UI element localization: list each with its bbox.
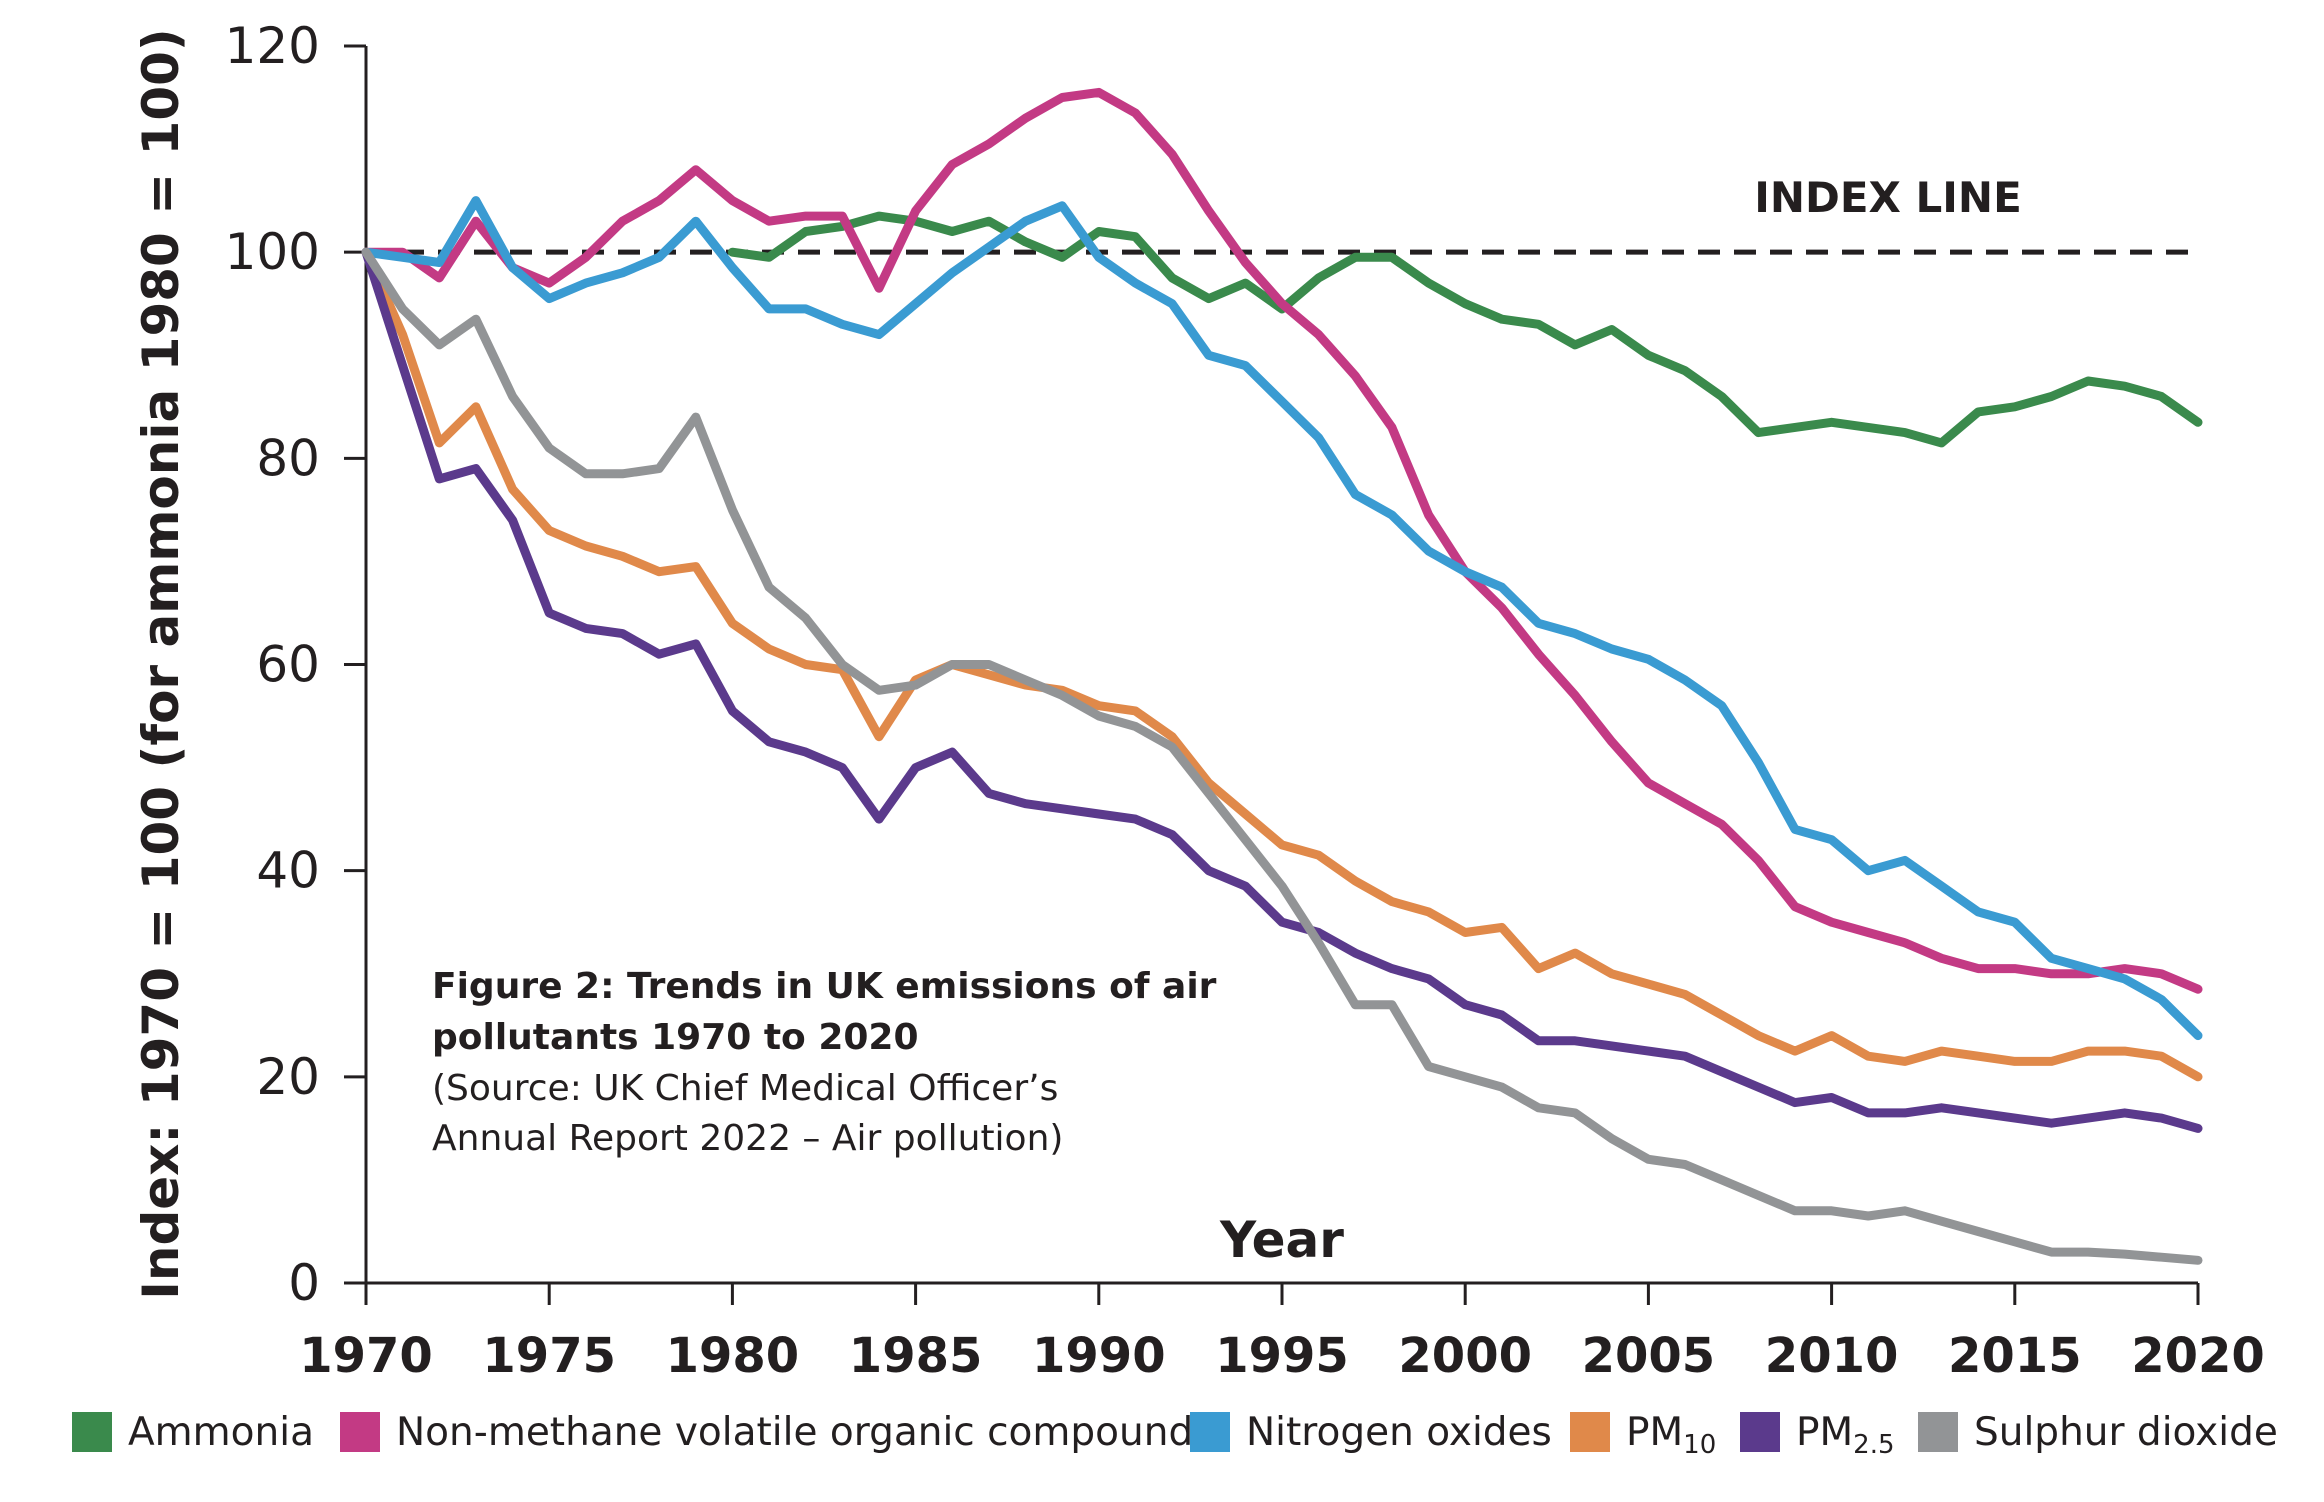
x-tick-label: 1985 [849, 1328, 983, 1384]
legend-swatch-sulphur-dioxide [1918, 1412, 1958, 1452]
caption-source-line1: (Source: UK Chief Medical Officer’s [432, 1068, 1058, 1109]
legend-label-pm2-5: PM2.5 [1796, 1410, 1895, 1460]
legend-swatch-non-methane-volatile-organic-compounds [340, 1412, 380, 1452]
series-lines [361, 87, 2203, 1265]
figure-caption: Figure 2: Trends in UK emissions of air … [432, 966, 1217, 1159]
caption-title-line2: pollutants 1970 to 2020 [432, 1017, 919, 1058]
caption-source-line2: Annual Report 2022 – Air pollution) [432, 1118, 1063, 1159]
legend-label-sulphur-dioxide: Sulphur dioxide [1974, 1410, 2278, 1455]
x-tick-label: 2005 [1582, 1328, 1716, 1384]
series-line-nitrogen-oxides [361, 196, 2203, 1041]
x-axis-ticks: 1970 1975 1980 1985 1990 1995 2000 2005 2010 2015… [299, 1283, 2265, 1384]
legend: Ammonia Non-methane volatile organic comp… [72, 1410, 2278, 1460]
y-tick-label: 40 [256, 842, 320, 900]
y-tick-label: 0 [288, 1254, 320, 1312]
x-tick-label: 2020 [2131, 1328, 2265, 1384]
y-tick-label: 20 [256, 1048, 320, 1106]
series-line-sulphur-dioxide [361, 247, 2203, 1265]
x-tick-label: 1975 [482, 1328, 616, 1384]
legend-swatch-ammonia [72, 1412, 112, 1452]
legend-label-non-methane-volatile-organic-compounds: Non-methane volatile organic compounds [396, 1410, 1214, 1455]
series-line-ammonia [727, 211, 2203, 448]
x-tick-label: 1990 [1032, 1328, 1166, 1384]
x-tick-label: 1980 [666, 1328, 800, 1384]
caption-title-line1: Figure 2: Trends in UK emissions of air [432, 966, 1217, 1007]
y-tick-label: 80 [256, 429, 320, 487]
index-line-label: INDEX LINE [1754, 173, 2022, 222]
legend-swatch-pm10 [1570, 1412, 1610, 1452]
x-axis-title: Year [1219, 1211, 1344, 1269]
x-tick-label: 2010 [1765, 1328, 1899, 1384]
y-axis-title: Index: 1970 = 100 (for ammonia 1980 = 10… [132, 28, 190, 1299]
legend-swatch-nitrogen-oxides [1190, 1412, 1230, 1452]
y-tick-label: 100 [225, 223, 320, 281]
y-tick-label: 60 [256, 636, 320, 694]
legend-label-ammonia: Ammonia [128, 1410, 314, 1455]
x-tick-label: 2015 [1948, 1328, 2082, 1384]
x-tick-label: 1970 [299, 1328, 433, 1384]
series-line-pm2-5 [361, 247, 2203, 1133]
series-line-pm10 [361, 247, 2203, 1082]
legend-swatch-pm2-5 [1740, 1412, 1780, 1452]
legend-label-nitrogen-oxides: Nitrogen oxides [1246, 1410, 1552, 1455]
y-tick-label: 120 [225, 17, 320, 75]
x-tick-label: 2000 [1398, 1328, 1532, 1384]
series-line-non-methane-volatile-organic-compounds [361, 87, 2203, 994]
x-tick-label: 1995 [1215, 1328, 1349, 1384]
